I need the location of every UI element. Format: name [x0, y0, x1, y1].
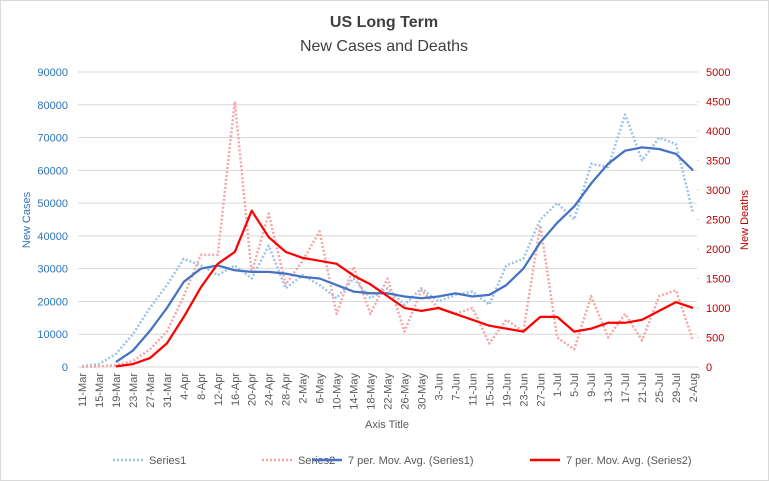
x-tick-label: 27-Jun [535, 373, 547, 407]
x-tick-label: 28-Apr [281, 373, 293, 406]
y2-tick-label: 2000 [706, 244, 730, 256]
x-tick-label: 17-Jul [620, 373, 632, 403]
y-tick-label: 10000 [37, 329, 68, 341]
x-tick-label: 11-Mar [77, 373, 89, 407]
x-tick-label: 31-Mar [162, 373, 174, 408]
x-tick-label: 6-May [315, 373, 327, 404]
y-tick-label: 0 [62, 362, 68, 374]
legend-label: 7 per. Mov. Avg. (Series1) [348, 455, 474, 467]
y2-axis-label: New Deaths [739, 190, 751, 250]
y2-tick-label: 1000 [706, 303, 730, 315]
y2-tick-label: 3500 [706, 156, 730, 168]
x-tick-label: 4-Apr [179, 373, 191, 400]
x-tick-label: 23-Jun [518, 373, 530, 407]
x-tick-label: 19-Mar [111, 373, 123, 408]
x-tick-label: 29-Jul [671, 373, 683, 403]
y-axis-label: New Cases [21, 191, 33, 248]
x-tick-label: 30-May [416, 373, 428, 410]
series-line [81, 100, 695, 368]
x-tick-label: 5-Jul [569, 373, 581, 397]
y-tick-label: 80000 [37, 100, 68, 112]
y-tick-label: 90000 [37, 67, 68, 79]
x-tick-label: 19-Jun [501, 373, 513, 407]
y-tick-label: 70000 [37, 133, 68, 145]
x-tick-label: 25-Jul [654, 373, 666, 403]
y2-tick-label: 5000 [706, 67, 730, 79]
x-axis-label: Axis Title [365, 419, 409, 431]
y2-tick-label: 2500 [706, 215, 730, 227]
x-tick-label: 3-Jun [433, 373, 445, 401]
x-tick-label: 15-Jun [484, 373, 496, 407]
y-tick-label: 50000 [37, 198, 68, 210]
y2-tick-label: 4500 [706, 97, 730, 109]
x-tick-label: 8-Apr [196, 373, 208, 400]
legend-label: Series1 [149, 455, 186, 467]
chart-title: US Long Term [330, 14, 438, 31]
x-tick-label: 21-Jul [637, 373, 649, 403]
chart-subtitle: New Cases and Deaths [300, 38, 468, 55]
y2-tick-label: 500 [706, 333, 724, 345]
x-tick-label: 14-May [349, 373, 361, 410]
x-tick-label: 23-Mar [128, 373, 140, 408]
x-tick-label: 20-Apr [247, 373, 259, 406]
y-tick-label: 40000 [37, 231, 68, 243]
y-tick-label: 30000 [37, 264, 68, 276]
x-tick-label: 18-May [366, 373, 378, 410]
y2-tick-label: 1500 [706, 274, 730, 286]
legend-label: 7 per. Mov. Avg. (Series2) [566, 455, 692, 467]
series-line [115, 146, 694, 364]
x-tick-label: 2-Aug [688, 373, 700, 402]
x-tick-label: 2-May [298, 373, 310, 404]
x-tick-label: 15-Mar [94, 373, 106, 408]
x-tick-label: 10-May [332, 373, 344, 410]
x-tick-label: 27-Mar [145, 373, 157, 408]
x-tick-label: 24-Apr [264, 373, 276, 406]
x-tick-label: 7-Jun [450, 373, 462, 401]
y2-tick-label: 3000 [706, 185, 730, 197]
y-tick-label: 60000 [37, 165, 68, 177]
series-line [115, 209, 694, 368]
y2-tick-label: 4000 [706, 126, 730, 138]
x-tick-label: 22-May [383, 373, 395, 410]
series-line [81, 113, 695, 368]
x-tick-label: 16-Apr [230, 373, 242, 406]
x-tick-label: 12-Apr [213, 373, 225, 406]
x-tick-label: 13-Jul [603, 373, 615, 403]
x-tick-label: 11-Jun [467, 373, 479, 406]
x-tick-label: 9-Jul [586, 373, 598, 397]
x-tick-label: 26-May [399, 373, 411, 410]
y2-tick-label: 0 [706, 362, 712, 374]
y-tick-label: 20000 [37, 296, 68, 308]
x-tick-label: 1-Jul [552, 373, 564, 397]
